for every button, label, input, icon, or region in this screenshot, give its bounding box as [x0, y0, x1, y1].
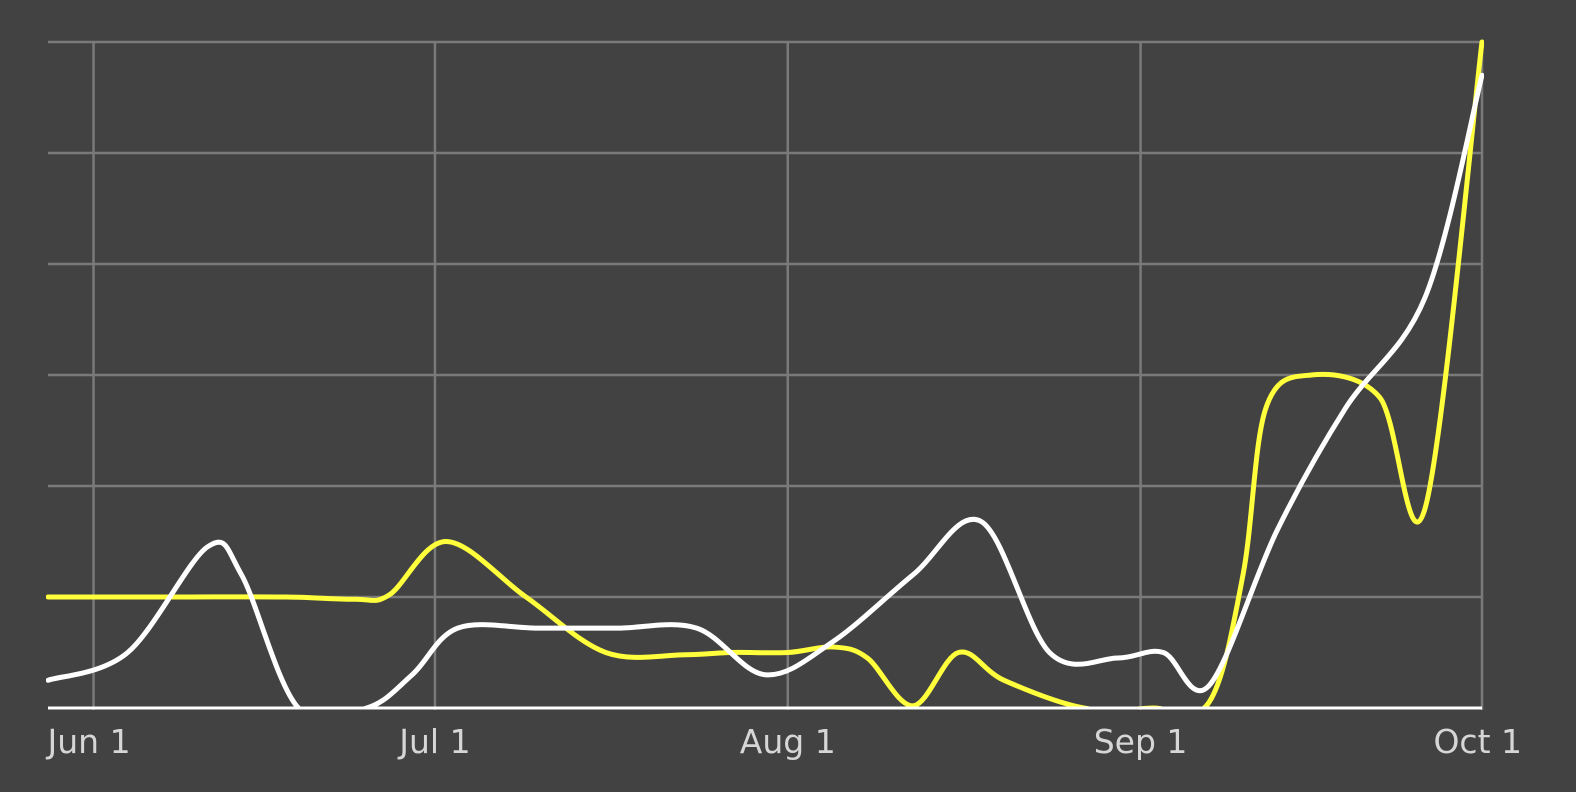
x-tick-label: Oct 1 — [1433, 722, 1522, 761]
x-tick-label: Jun 1 — [46, 722, 131, 761]
series-line-2 — [46, 72, 1484, 708]
x-tick-label: Sep 1 — [1094, 722, 1188, 761]
x-tick-label: Jul 1 — [397, 722, 470, 761]
grid — [48, 40, 1484, 710]
series-line-1 — [46, 39, 1484, 708]
series-layer — [46, 39, 1484, 708]
x-tick-labels: Jun 1 Jul 1 Aug 1 Sep 1 Oct 1 — [46, 722, 1522, 761]
x-tick-label: Aug 1 — [740, 722, 836, 761]
